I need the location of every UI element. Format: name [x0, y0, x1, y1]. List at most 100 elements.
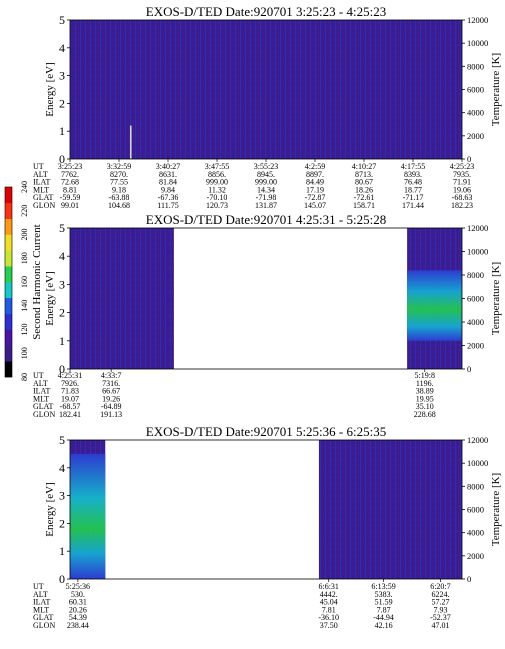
orbit-cell: 71.91: [453, 178, 471, 187]
y2-axis-label: Temperature [K]: [490, 53, 502, 126]
orbit-cell: -44.94: [373, 613, 394, 622]
orbit-cell: -71.17: [403, 193, 424, 202]
orbit-cell: 999.00: [206, 178, 228, 187]
orbit-cell: 120.73: [206, 201, 228, 210]
colorbar-frame: [4, 186, 13, 378]
spike-mark: [129, 125, 132, 159]
orbit-cell: 8270.: [110, 170, 128, 179]
colorbar-tick-label: 220: [20, 205, 29, 217]
orbit-row-label: ALT: [33, 170, 48, 179]
orbit-cell: 57.27: [431, 598, 449, 607]
y-tick-label: 5: [59, 13, 65, 27]
orbit-cell: -68.63: [452, 193, 473, 202]
orbit-cell: 51.59: [375, 598, 393, 607]
orbit-cell: 84.49: [306, 178, 324, 187]
orbit-cell: 17.19: [306, 185, 324, 194]
colorbar-block: [5, 297, 12, 314]
data-coverage-region: [318, 440, 462, 579]
enhancement-region: [407, 270, 462, 341]
y-tick-label: 4: [59, 249, 65, 263]
orbit-cell: 3:40:27: [156, 162, 180, 171]
y-tick-label: 2: [59, 306, 65, 320]
y-axis-label: Energy [eV]: [44, 271, 56, 325]
y2-tick-label: 4000: [467, 528, 484, 538]
orbit-cell: 9.84: [161, 185, 175, 194]
colorbar-block: [5, 282, 12, 299]
y-tick-label: 3: [59, 277, 65, 291]
y2-tick-label: 2000: [467, 551, 484, 561]
orbit-cell: 4442.: [320, 590, 338, 599]
orbit-cell: 66.67: [102, 387, 120, 396]
orbit-cell: -52.37: [430, 613, 451, 622]
colorbar-tick-label: 80: [20, 373, 29, 381]
panel-title: EXOS-D/TED Date:920701 5:25:36 - 6:25:35: [146, 424, 386, 439]
orbit-cell: 18.26: [355, 185, 373, 194]
orbit-cell: 6:6:31: [318, 582, 338, 591]
orbit-cell: 42.16: [375, 621, 393, 630]
y2-tick-label: 12000: [467, 435, 488, 445]
orbit-cell: 5:25:36: [66, 582, 90, 591]
orbit-row-label: ALT: [33, 590, 48, 599]
orbit-cell: 7.93: [433, 605, 447, 614]
orbit-row-label: MLT: [33, 605, 49, 614]
orbit-cell: 228.68: [414, 410, 436, 419]
enhancement-region: [70, 453, 106, 579]
y2-tick-label: 6000: [467, 505, 484, 515]
orbit-cell: 171.44: [402, 201, 424, 210]
orbit-cell: 7926.: [61, 379, 79, 388]
y-tick-label: 5: [59, 221, 65, 235]
orbit-cell: 530.: [71, 590, 85, 599]
orbit-cell: -70.10: [207, 193, 228, 202]
orbit-cell: -72.61: [354, 193, 375, 202]
colorbar-label: Second Harmonic Current: [31, 224, 43, 339]
orbit-cell: 72.68: [61, 178, 79, 187]
orbit-cell: 19.07: [61, 394, 79, 403]
orbit-row-label: UT: [33, 162, 44, 171]
orbit-row-label: ALT: [33, 379, 48, 388]
y2-tick-label: 4000: [467, 108, 484, 118]
y-tick-label: 3: [59, 69, 65, 83]
y-tick-label: 2: [59, 516, 65, 530]
orbit-cell: 3:32:59: [107, 162, 131, 171]
orbit-cell: -63.88: [109, 193, 130, 202]
y2-tick-label: 4000: [467, 317, 484, 327]
orbit-cell: 4:25:23: [450, 162, 474, 171]
colorbar-block: [5, 266, 12, 283]
colorbar-blocks: [5, 187, 12, 378]
y-tick-label: 0: [59, 152, 65, 166]
orbit-cell: 182.23: [451, 201, 473, 210]
orbit-cell: 104.68: [108, 201, 130, 210]
orbit-cell: 8945.: [257, 170, 275, 179]
y-tick-label: 1: [59, 544, 65, 558]
colorbar-tick-label: 140: [20, 300, 29, 312]
panel-title: EXOS-D/TED Date:920701 4:25:31 - 5:25:28: [146, 212, 386, 227]
y2-tick-label: 0: [467, 574, 471, 584]
orbit-cell: -67.36: [158, 193, 179, 202]
y2-tick-label: 12000: [467, 15, 488, 25]
y2-tick-label: 12000: [467, 223, 488, 233]
orbit-cell: 4:2:59: [305, 162, 325, 171]
y2-tick-label: 10000: [467, 247, 488, 257]
orbit-row-label: GLAT: [33, 613, 54, 622]
orbit-cell: 4:10:27: [352, 162, 376, 171]
colorbar-block: [5, 234, 12, 251]
panel-1: EXOS-D/TED Date:920701 3:25:23 - 4:25:23…: [33, 4, 502, 210]
orbit-cell: 60.31: [69, 598, 87, 607]
orbit-cell: 3:47:55: [205, 162, 229, 171]
orbit-cell: 7316.: [102, 379, 120, 388]
orbit-cell: 8.81: [63, 185, 77, 194]
orbit-row-label: GLON: [33, 201, 55, 210]
orbit-cell: 14.34: [257, 185, 275, 194]
orbit-row-label: ILAT: [33, 178, 50, 187]
orbit-cell: 9.18: [112, 185, 126, 194]
orbit-cell: 20.26: [69, 605, 87, 614]
colorbar-block: [5, 361, 12, 378]
orbit-cell: -36.10: [318, 613, 339, 622]
orbit-cell: 38.89: [416, 387, 434, 396]
orbit-cell: -64.89: [101, 402, 122, 411]
colorbar-ticks: 80 100 120 140 160 180 200 220 240: [20, 181, 29, 381]
orbit-cell: 37.50: [320, 621, 338, 630]
y-tick-label: 2: [59, 96, 65, 110]
